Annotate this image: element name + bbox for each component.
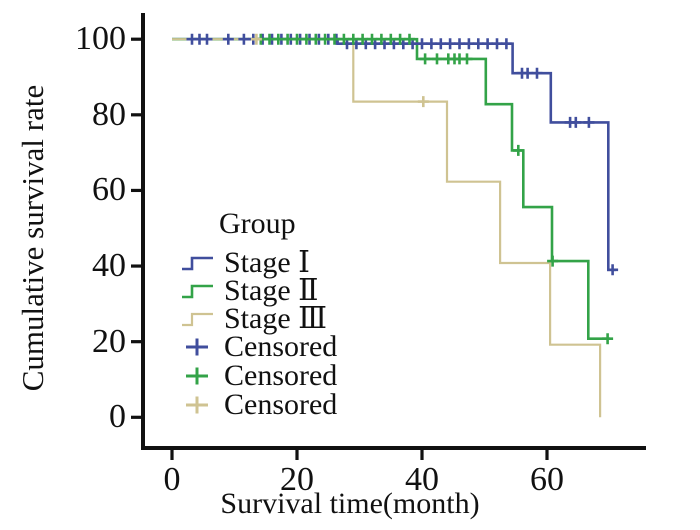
- censor-mark: [570, 116, 582, 128]
- x-tick-label-40: 40: [405, 461, 439, 498]
- censor-mark: [461, 53, 473, 65]
- x-tick-label-0: 0: [163, 461, 181, 498]
- step-line-icon: [182, 256, 213, 271]
- censor-mark: [329, 33, 340, 45]
- legend-item-label: Stage Ⅰ: [224, 246, 311, 279]
- censor-mark: [463, 38, 475, 50]
- y-tick-label-60: 60: [92, 171, 126, 209]
- censor-mark: [444, 38, 456, 50]
- legend-item-censored-2: Censored: [180, 361, 337, 391]
- censor-mark: [425, 38, 437, 50]
- censor-mark: [310, 33, 322, 45]
- censor-mark: [366, 33, 378, 45]
- legend-item-label: Censored: [224, 388, 338, 421]
- y-tick-label-0: 0: [109, 398, 126, 436]
- plus-censor-icon: [186, 396, 208, 414]
- censor-mark: [482, 38, 494, 50]
- censor-mark: [531, 67, 543, 79]
- legend-item-stage-1: Stage Ⅰ: [180, 248, 310, 278]
- x-axis-title: Survival time(month): [220, 487, 480, 520]
- legend-item-label: Stage Ⅲ: [224, 302, 328, 335]
- censor-mark: [291, 33, 303, 45]
- censor-mark: [404, 33, 415, 45]
- y-tick-label-100: 100: [75, 20, 126, 58]
- legend-item-label: Stage Ⅱ: [224, 274, 319, 307]
- censor-mark: [238, 33, 250, 45]
- step-line-icon: [182, 284, 213, 299]
- legend-item-label: Censored: [224, 330, 338, 363]
- censor-mark: [491, 38, 503, 50]
- censor-mark: [512, 144, 524, 156]
- censor-mark: [222, 33, 234, 45]
- censor-mark: [357, 33, 369, 45]
- survival-curve-stage-ⅲ: [172, 38, 602, 418]
- censor-mark: [347, 33, 359, 45]
- censor-mark: [607, 264, 619, 276]
- censor-mark: [300, 33, 312, 45]
- censor-mark: [419, 53, 431, 65]
- step-line-icon: [182, 312, 213, 327]
- censor-mark: [454, 38, 465, 50]
- legend-item-stage-2: Stage Ⅱ: [180, 276, 319, 306]
- censor-mark: [417, 96, 429, 108]
- censor-mark: [201, 33, 213, 45]
- censor-mark: [385, 33, 397, 45]
- x-tick-label-60: 60: [530, 461, 564, 498]
- censor-mark: [500, 38, 512, 50]
- censor-mark: [282, 33, 294, 45]
- y-tick-label-20: 20: [92, 322, 126, 360]
- censor-mark: [431, 53, 443, 65]
- censor-mark: [375, 33, 387, 45]
- y-tick-label-80: 80: [92, 95, 126, 133]
- censor-mark: [416, 38, 428, 50]
- y-tick-label-40: 40: [92, 247, 126, 285]
- x-tick-label-20: 20: [280, 461, 314, 498]
- censor-mark: [272, 33, 284, 45]
- legend-item-label: Censored: [224, 359, 338, 392]
- plus-censor-icon: [186, 338, 208, 356]
- legend-title: Group: [219, 207, 296, 240]
- censor-mark: [522, 67, 534, 79]
- censor-mark: [602, 333, 614, 345]
- legend-item-censored-1: Censored: [180, 332, 337, 362]
- censor-mark: [250, 33, 262, 45]
- censor-mark: [319, 33, 331, 45]
- censor-mark: [338, 33, 350, 45]
- censor-mark: [472, 38, 484, 50]
- censor-mark: [583, 116, 595, 128]
- legend-item-censored-3: Censored: [180, 390, 337, 420]
- legend-item-stage-3: Stage Ⅲ: [180, 304, 327, 334]
- censor-mark: [547, 255, 559, 267]
- censor-mark: [394, 33, 406, 45]
- plus-censor-icon: [186, 367, 208, 385]
- censor-mark: [435, 38, 447, 50]
